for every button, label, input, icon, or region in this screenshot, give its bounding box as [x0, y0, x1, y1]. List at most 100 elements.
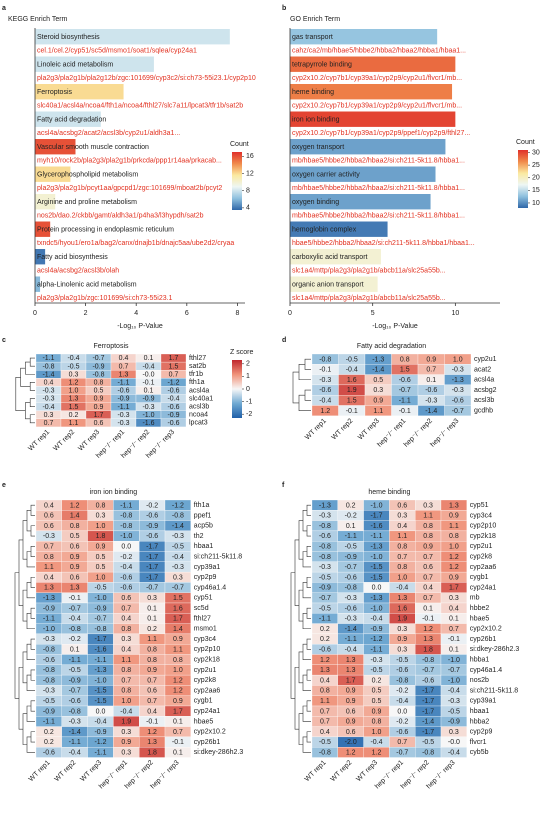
- bar: [290, 166, 436, 182]
- cell-label: 0.8: [121, 667, 131, 674]
- cell-label: -1.0: [370, 502, 382, 509]
- cell-label: 1.1: [121, 657, 131, 664]
- dendrogram: [30, 669, 35, 681]
- cell-label: 1.0: [453, 356, 463, 363]
- row-label: cyp3c4: [470, 512, 492, 519]
- chart-title: heme binding: [368, 489, 410, 496]
- cell-label: -1.3: [452, 377, 464, 384]
- cell-label: -1.6: [94, 646, 106, 653]
- cell-label: -0.9: [43, 605, 55, 612]
- cell-label: 0.5: [373, 377, 383, 384]
- bar-label: Fatty acid biosynthesis: [37, 254, 108, 261]
- cell-label: -0.3: [117, 412, 129, 419]
- bar-label: Steroid biosynthesis: [37, 34, 100, 41]
- cell-label: -0.2: [69, 636, 81, 643]
- gene-label: cyp2x10.2/cyp7b1/cyp39a1/cyp2p9/cyp2u1/f…: [292, 102, 462, 109]
- row-label: hbae5: [194, 718, 214, 725]
- cell-label: -0.8: [172, 513, 184, 520]
- cell-label: 0.9: [449, 513, 459, 520]
- cell-label: -0.8: [319, 356, 331, 363]
- dendrogram: [30, 638, 35, 650]
- gene-label: hbae5/hbbe2/hbba2/hbaa2/si:ch211-5k11.8/…: [292, 240, 475, 247]
- bar: [290, 56, 456, 72]
- cell-label: -0.7: [448, 667, 460, 674]
- row-label: hbae5: [470, 615, 490, 622]
- row-label: fth1a: [189, 379, 205, 386]
- cell-label: 1.6: [173, 605, 183, 612]
- cell-label: -1.4: [345, 626, 357, 633]
- cell-label: -0.2: [396, 719, 408, 726]
- cell-label: -1.0: [448, 657, 460, 664]
- cell-label: -0.4: [448, 688, 460, 695]
- cell-label: -0.4: [142, 363, 154, 370]
- row-label: acat2: [474, 366, 491, 373]
- dendrogram: [298, 589, 303, 622]
- cell-label: 0.8: [372, 719, 382, 726]
- cell-label: 0.0: [96, 708, 106, 715]
- cell-label: -0.9: [117, 396, 129, 403]
- cell-label: -1.3: [43, 595, 55, 602]
- cell-label: -0.3: [452, 367, 464, 374]
- cell-label: 0.7: [121, 677, 131, 684]
- cell-label: -0.6: [396, 729, 408, 736]
- cell-label: 0.9: [372, 708, 382, 715]
- row-label: acsbg2: [474, 387, 497, 394]
- cell-label: 0.6: [44, 513, 54, 520]
- cell-label: 0.7: [44, 543, 54, 550]
- cell-label: 1.0: [69, 388, 79, 395]
- row-label: cyp2x10.2: [470, 626, 502, 633]
- cell-label: 1.2: [173, 677, 183, 684]
- cell-label: 0.7: [147, 698, 157, 705]
- dendrogram: [29, 414, 35, 424]
- cell-label: 0.8: [147, 646, 157, 653]
- cell-label: -0.5: [69, 667, 81, 674]
- cell-label: 0.5: [372, 688, 382, 695]
- cell-label: -1.7: [370, 513, 382, 520]
- cell-label: 1.2: [70, 502, 80, 509]
- cell-label: 1.2: [320, 657, 330, 664]
- row-label: cyp2k8: [194, 677, 216, 684]
- cell-label: -1.2: [370, 636, 382, 643]
- cell-label: -0.7: [94, 616, 106, 623]
- row-label: cyp2u1: [470, 543, 493, 550]
- heatmap-cell: [164, 747, 191, 758]
- cell-label: -1.0: [370, 554, 382, 561]
- row-label: cyp2u1: [194, 667, 217, 674]
- cell-label: -1.7: [146, 564, 158, 571]
- cell-label: -0.6: [319, 387, 331, 394]
- cell-label: -1.7: [146, 574, 158, 581]
- colorbar: [232, 152, 242, 210]
- cell-label: -0.9: [92, 363, 104, 370]
- cell-label: -0.5: [319, 739, 331, 746]
- cell-label: 0.5: [372, 698, 382, 705]
- column-label: WT rep1: [304, 417, 328, 441]
- bar-label: organic anion transport: [292, 281, 364, 288]
- cell-label: 0.8: [320, 688, 330, 695]
- cell-label: -0.5: [370, 667, 382, 674]
- cell-label: -0.4: [67, 355, 79, 362]
- cell-label: -1.7: [146, 543, 158, 550]
- cell-label: 0.1: [147, 616, 157, 623]
- gene-label: acsl4a/acsbg2/acsl3b/olah: [37, 267, 119, 274]
- cell-label: 1.7: [346, 677, 356, 684]
- row-label: hbaa1: [194, 543, 214, 550]
- cell-label: 0.8: [423, 533, 433, 540]
- cell-label: -0.4: [69, 749, 81, 756]
- x-tick-label: 5: [371, 310, 375, 317]
- cell-label: -1.4: [422, 719, 434, 726]
- cell-label: 0.2: [372, 677, 382, 684]
- cell-label: -1.3: [370, 595, 382, 602]
- row-label: hbba1: [470, 656, 490, 663]
- colorbar-title: Count: [230, 141, 249, 148]
- row-label: sat2b: [189, 363, 206, 370]
- cell-label: 0.3: [121, 729, 131, 736]
- cell-label: 1.3: [346, 667, 356, 674]
- dendrogram: [22, 713, 27, 745]
- cell-label: 0.2: [147, 626, 157, 633]
- cell-label: -0.3: [370, 657, 382, 664]
- cell-label: 1.3: [69, 396, 79, 403]
- cell-label: -2.0: [345, 739, 357, 746]
- cell-label: -1.4: [69, 729, 81, 736]
- cell-label: 1.3: [44, 585, 54, 592]
- colorbar-tick-label: -1: [246, 398, 252, 405]
